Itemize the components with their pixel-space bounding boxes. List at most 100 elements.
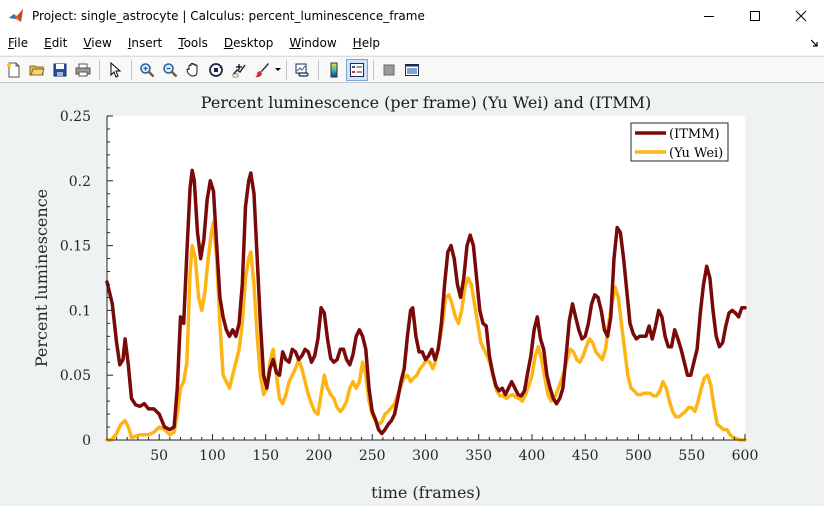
toolbar-separator — [131, 59, 132, 80]
y-tick-label: 0.2 — [69, 174, 91, 190]
window-controls — [686, 0, 824, 31]
x-tick-label: 600 — [732, 448, 759, 464]
maximize-icon — [750, 10, 760, 21]
pointer-icon — [110, 61, 122, 78]
hide-plot-tools-icon — [383, 64, 395, 75]
toolbar-separator — [373, 59, 374, 80]
chart-title: Percent luminescence (per frame) (Yu Wei… — [201, 93, 651, 112]
pan-button[interactable] — [182, 59, 204, 81]
zoom-out-icon — [163, 62, 178, 77]
window-title: Project: single_astrocyte | Calculus: pe… — [32, 8, 425, 23]
x-tick-label: 150 — [252, 448, 279, 464]
new-figure-button[interactable] — [3, 59, 25, 81]
rotate-3d-button[interactable] — [205, 59, 227, 81]
menu-help[interactable]: Help — [352, 36, 381, 50]
toolbar-separator — [99, 59, 100, 80]
y-tick-label: 0.15 — [60, 239, 91, 255]
y-tick-label: 0.05 — [60, 368, 91, 384]
menu-tools-rest: ools — [183, 36, 208, 50]
close-button[interactable] — [778, 0, 824, 31]
figure-canvas[interactable]: Percent luminescence (per frame) (Yu Wei… — [0, 84, 824, 506]
menu-view[interactable]: View — [83, 36, 112, 50]
link-plot-icon — [295, 63, 309, 77]
show-plot-tools-button[interactable] — [401, 59, 423, 81]
x-tick-label: 300 — [412, 448, 439, 464]
x-axis-label: time (frames) — [371, 483, 481, 502]
print-icon — [75, 63, 91, 76]
legend-label-itmm: (ITMM) — [669, 127, 720, 142]
data-cursor-button[interactable] — [228, 59, 250, 81]
menu-edit-rest: dit — [51, 36, 68, 50]
close-icon — [795, 10, 807, 21]
menu-edit[interactable]: Edit — [44, 36, 68, 50]
zoom-in-icon — [140, 62, 155, 77]
y-tick-label: 0 — [82, 433, 91, 449]
x-tick-label: 500 — [625, 448, 652, 464]
x-tick-label: 450 — [572, 448, 599, 464]
legend-label-yuwei: (Yu Wei) — [669, 146, 723, 161]
plot-area — [107, 116, 745, 440]
figure-toolbar — [0, 56, 824, 83]
new-figure-icon — [7, 62, 20, 77]
legend-icon — [350, 62, 364, 77]
x-tick-label: 50 — [150, 448, 168, 464]
rotate-3d-icon — [209, 62, 223, 77]
brush-dropdown-button[interactable] — [274, 59, 282, 81]
x-tick-label: 350 — [465, 448, 492, 464]
x-tick-label: 100 — [199, 448, 226, 464]
brush-icon — [255, 62, 269, 77]
zoom-out-button[interactable] — [159, 59, 181, 81]
x-tick-label: 550 — [678, 448, 705, 464]
x-tick-label: 400 — [519, 448, 546, 464]
hide-plot-tools-button[interactable] — [378, 59, 400, 81]
menu-help-rest: elp — [361, 36, 381, 50]
toolbar-separator — [318, 59, 319, 80]
pointer-button[interactable] — [104, 59, 126, 81]
matlab-logo-icon — [9, 8, 23, 22]
y-tick-label: 0.25 — [60, 109, 91, 125]
menu-desktop[interactable]: Desktop — [223, 36, 274, 50]
colorbar-icon — [330, 62, 338, 77]
menu-view-rest: iew — [91, 36, 112, 50]
title-bar: Project: single_astrocyte | Calculus: pe… — [0, 0, 824, 31]
link-plot-button[interactable] — [291, 59, 313, 81]
menu-bar: File Edit View Insert Tools Desktop Wind… — [0, 31, 824, 55]
save-icon — [53, 63, 67, 76]
insert-legend-button[interactable] — [346, 58, 368, 81]
menu-desktop-rest: esktop — [233, 36, 274, 50]
show-plot-tools-icon — [405, 63, 419, 76]
ticks-layer: 50 100 150 200 250 300 350 400 450 500 550 600 0 0.05… — [60, 109, 759, 464]
minimize-button[interactable] — [686, 0, 732, 31]
y-tick-label: 0.1 — [69, 303, 91, 319]
insert-colorbar-button[interactable] — [323, 59, 345, 81]
x-tick-label: 250 — [359, 448, 386, 464]
pan-icon — [186, 62, 198, 76]
brush-button[interactable] — [251, 59, 273, 81]
open-file-icon — [29, 65, 45, 75]
save-button[interactable] — [49, 59, 71, 81]
menu-insert[interactable]: Insert — [127, 36, 163, 50]
open-file-button[interactable] — [26, 59, 48, 81]
menu-file-rest: ile — [14, 36, 29, 50]
series-line-yuwei — [105, 220, 747, 442]
menu-window[interactable]: Window — [289, 36, 337, 50]
y-axis-label: Percent luminescence — [32, 189, 51, 367]
zoom-in-button[interactable] — [136, 59, 158, 81]
toolbar-separator — [286, 59, 287, 80]
x-tick-label: 200 — [306, 448, 333, 464]
maximize-button[interactable] — [732, 0, 778, 31]
series-layer — [105, 168, 747, 442]
chevron-down-icon — [275, 67, 281, 71]
print-button[interactable] — [72, 59, 94, 81]
dock-figure-icon[interactable] — [810, 39, 818, 47]
minimize-icon — [704, 15, 714, 17]
menu-window-rest: indow — [300, 36, 337, 50]
data-cursor-icon — [232, 63, 246, 77]
line-chart: Percent luminescence (per frame) (Yu Wei… — [32, 93, 759, 502]
menu-tools[interactable]: Tools — [178, 36, 208, 50]
legend-box — [630, 122, 729, 162]
menu-insert-rest: nsert — [131, 36, 163, 50]
legend[interactable]: (ITMM) (Yu Wei) — [630, 122, 729, 162]
series-line-itmm — [105, 168, 747, 436]
menu-file[interactable]: File — [8, 36, 29, 50]
